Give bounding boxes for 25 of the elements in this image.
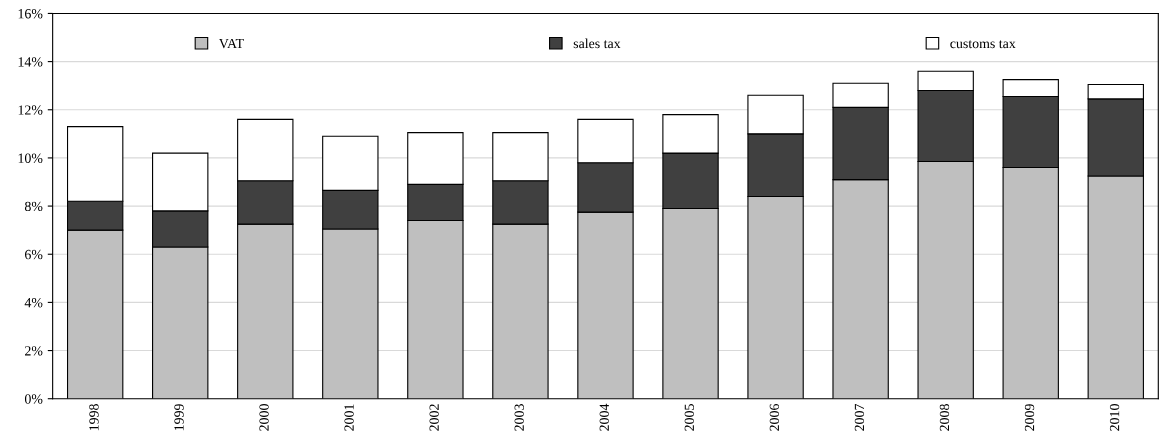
y-tick-label: 6% xyxy=(25,249,43,260)
legend-label: customs tax xyxy=(950,40,1016,49)
y-tick-label: 2% xyxy=(25,346,43,356)
x-tick-label: 1998 xyxy=(89,404,99,431)
x-tick-label: 2002 xyxy=(429,404,439,431)
x-tick-label: 2000 xyxy=(259,404,269,431)
x-tick-label: 2010 xyxy=(1109,404,1120,431)
legend-label: sales tax xyxy=(573,38,621,49)
x-tick-label: 2008 xyxy=(939,404,950,431)
x-tick-label: 1999 xyxy=(174,404,184,431)
x-tick-label: 2006 xyxy=(769,404,780,431)
legend-label: VAT xyxy=(218,38,244,49)
y-tick-label: 16% xyxy=(18,9,43,19)
x-tick-label: 2007 xyxy=(854,403,865,431)
y-tick-label: 14% xyxy=(18,57,43,67)
x-tick-label: 2004 xyxy=(599,403,609,431)
x-tick-label: 2009 xyxy=(1024,404,1035,431)
x-tick-label: 2005 xyxy=(684,404,694,431)
y-tick-label: 4% xyxy=(24,297,43,308)
y-tick-label: 8% xyxy=(24,201,43,212)
y-tick-label: 0% xyxy=(24,394,43,404)
x-tick-label: 2003 xyxy=(514,404,524,431)
y-tick-label: 12% xyxy=(18,105,43,115)
y-tick-label: 10% xyxy=(18,153,43,163)
x-tick-label: 2001 xyxy=(344,404,354,431)
